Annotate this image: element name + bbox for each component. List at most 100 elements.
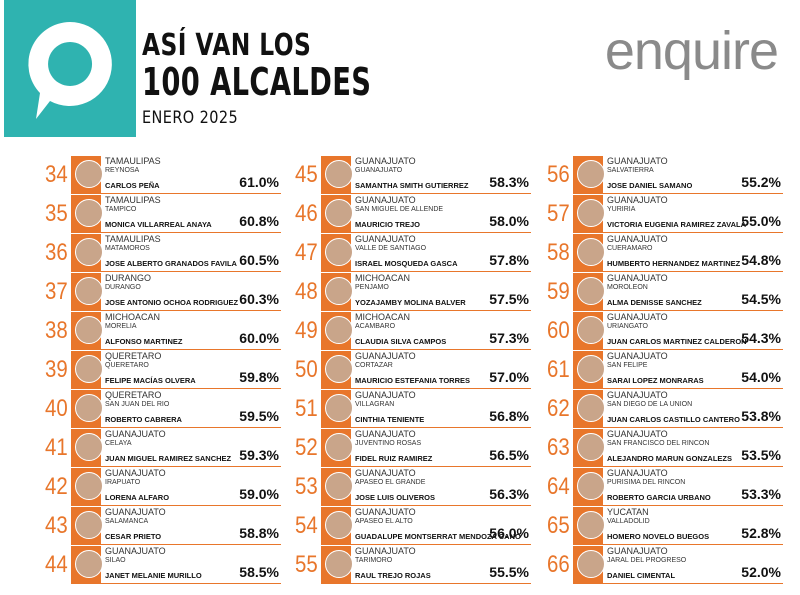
- ranking-row: 39 QUERETARO QUERETARO FELIPE MACÍAS OLVERA…: [45, 351, 281, 389]
- rank-number: 63: [547, 434, 570, 461]
- ranking-row: 57 GUANAJUATO YURIRIA VICTORIA EUGENIA RAMI…: [547, 195, 783, 233]
- mayor-name: YOZAJAMBY MOLINA BALVER: [355, 298, 466, 307]
- mayor-name: ROBERTO CABRERA: [105, 415, 182, 424]
- approval-value: 52.8%: [741, 525, 781, 541]
- row-underline: [573, 270, 783, 272]
- mayor-photo: [325, 199, 353, 227]
- ranking-row: 46 GUANAJUATO SAN MIGUEL DE ALLENDE MAURICI…: [295, 195, 531, 233]
- approval-value: 60.0%: [239, 330, 279, 346]
- approval-value: 55.2%: [741, 174, 781, 190]
- row-underline: [321, 387, 531, 389]
- rank-number: 36: [45, 239, 68, 266]
- approval-value: 58.5%: [239, 564, 279, 580]
- mayor-photo: [325, 277, 353, 305]
- rank-number: 55: [295, 551, 318, 578]
- mayor-name: RAUL TREJO ROJAS: [355, 571, 431, 580]
- row-underline: [573, 426, 783, 428]
- approval-value: 53.3%: [741, 486, 781, 502]
- municipality-name: TARIMORO: [355, 557, 393, 564]
- rank-number: 62: [547, 395, 570, 422]
- approval-value: 58.0%: [489, 213, 529, 229]
- municipality-name: MOROLEON: [607, 284, 648, 291]
- row-underline: [573, 543, 783, 545]
- mayor-photo: [325, 394, 353, 422]
- state-name: GUANAJUATO: [607, 429, 668, 439]
- municipality-name: APASEO EL ALTO: [355, 518, 413, 525]
- state-name: QUERETARO: [105, 390, 162, 400]
- municipality-name: JUVENTINO ROSAS: [355, 440, 422, 447]
- municipality-name: IRAPUATO: [105, 479, 141, 486]
- rank-number: 40: [45, 395, 68, 422]
- mayor-photo: [577, 394, 605, 422]
- mayor-name: CLAUDIA SILVA CAMPOS: [355, 337, 447, 346]
- row-underline: [321, 504, 531, 506]
- ranking-row: 49 MICHOACAN ACAMBARO CLAUDIA SILVA CAMPOS 5…: [295, 312, 531, 350]
- mayor-name: HOMERO NOVELO BUEGOS: [607, 532, 710, 541]
- row-underline: [321, 270, 531, 272]
- mayor-name: JOSE ANTONIO OCHOA RODRIGUEZ: [105, 298, 239, 307]
- row-underline: [321, 231, 531, 233]
- approval-value: 61.0%: [239, 174, 279, 190]
- mayor-photo: [577, 316, 605, 344]
- mayor-photo: [325, 160, 353, 188]
- row-underline: [321, 309, 531, 311]
- approval-value: 54.5%: [741, 291, 781, 307]
- municipality-name: VILLAGRAN: [355, 401, 395, 408]
- ranking-row: 48 MICHOACAN PENJAMO YOZAJAMBY MOLINA BALVE…: [295, 273, 531, 311]
- state-name: GUANAJUATO: [105, 507, 166, 517]
- state-name: GUANAJUATO: [355, 351, 416, 361]
- ranking-row: 43 GUANAJUATO SALAMANCA CESAR PRIETO 58.8%: [45, 507, 281, 545]
- mayor-photo: [75, 433, 103, 461]
- mayor-name: VICTORIA EUGENIA RAMIREZ ZAVALA: [607, 220, 747, 229]
- row-underline: [71, 582, 281, 584]
- mayor-name: MAURICIO ESTEFANIA TORRES: [355, 376, 471, 385]
- rank-number: 54: [295, 512, 318, 539]
- ranking-row: 37 DURANGO DURANGO JOSE ANTONIO OCHOA RODRI…: [45, 273, 281, 311]
- ranking-row: 50 GUANAJUATO CORTAZAR MAURICIO ESTEFANIA T…: [295, 351, 531, 389]
- state-name: GUANAJUATO: [355, 468, 416, 478]
- row-underline: [71, 543, 281, 545]
- rank-number: 39: [45, 356, 68, 383]
- ranking-row: 53 GUANAJUATO APASEO EL GRANDE JOSE LUIS OL…: [295, 468, 531, 506]
- rank-number: 51: [295, 395, 318, 422]
- mayor-name: MONICA VILLARREAL ANAYA: [105, 220, 212, 229]
- row-underline: [573, 504, 783, 506]
- row-underline: [321, 465, 531, 467]
- mayor-photo: [577, 355, 605, 383]
- logo-mark: [4, 0, 136, 137]
- mayor-photo: [577, 277, 605, 305]
- logo-icon: [28, 22, 112, 119]
- ranking-row: 42 GUANAJUATO IRAPUATO LORENA ALFARO 59.0%: [45, 468, 281, 506]
- mayor-photo: [75, 277, 103, 305]
- municipality-name: CELAYA: [105, 440, 132, 447]
- ranking-row: 55 GUANAJUATO TARIMORO RAUL TREJO ROJAS 55.5…: [295, 546, 531, 584]
- mayor-photo: [325, 472, 353, 500]
- approval-value: 57.5%: [489, 291, 529, 307]
- municipality-name: VALLE DE SANTIAGO: [355, 245, 427, 252]
- title-line: 100 ALCALDES: [142, 60, 372, 104]
- mayor-photo: [325, 355, 353, 383]
- state-name: MICHOACAN: [105, 312, 161, 322]
- mayor-photo: [577, 160, 605, 188]
- rank-number: 41: [45, 434, 68, 461]
- mayor-name: JOSE LUIS OLIVEROS: [355, 493, 436, 502]
- mayor-name: FELIPE MACÍAS OLVERA: [105, 376, 196, 385]
- approval-value: 57.3%: [489, 330, 529, 346]
- approval-value: 55.5%: [489, 564, 529, 580]
- mayor-name: HUMBERTO HERNANDEZ MARTINEZ: [607, 259, 741, 268]
- approval-value: 58.8%: [239, 525, 279, 541]
- rank-number: 65: [547, 512, 570, 539]
- rank-number: 35: [45, 200, 68, 227]
- state-name: QUERETARO: [105, 351, 162, 361]
- mayor-name: ROBERTO GARCIA URBANO: [607, 493, 711, 502]
- row-underline: [321, 426, 531, 428]
- mayor-photo: [325, 238, 353, 266]
- state-name: GUANAJUATO: [355, 156, 416, 166]
- ranking-row: 64 GUANAJUATO PURISIMA DEL RINCON ROBERTO G…: [547, 468, 783, 506]
- municipality-name: SAN JUAN DEL RIO: [105, 401, 170, 408]
- mayor-name: ALFONSO MARTINEZ: [105, 337, 183, 346]
- row-underline: [573, 387, 783, 389]
- municipality-name: TAMPICO: [105, 206, 137, 213]
- title-line: ASÍ VAN LOS: [142, 28, 312, 63]
- approval-value: 60.3%: [239, 291, 279, 307]
